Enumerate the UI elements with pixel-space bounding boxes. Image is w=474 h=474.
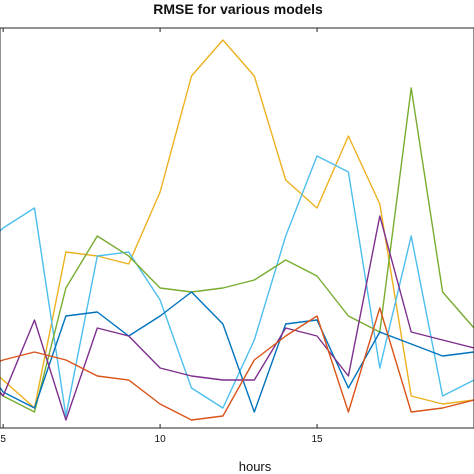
chart-title: RMSE for various models	[153, 1, 323, 17]
series-line-1	[0, 39, 474, 409]
series-layer	[0, 39, 474, 421]
x-axis-ticks: 5 10 15	[0, 28, 323, 445]
x-axis-label: hours	[239, 459, 272, 474]
x-tick-label: 15	[311, 434, 323, 445]
series-line-4	[0, 291, 474, 413]
series-line-3	[0, 87, 474, 413]
x-tick-label: 10	[155, 434, 167, 445]
series-line-6	[0, 307, 474, 421]
plot-frame	[0, 27, 474, 429]
series-line-5	[0, 215, 474, 421]
x-tick-label: 5	[0, 434, 6, 445]
